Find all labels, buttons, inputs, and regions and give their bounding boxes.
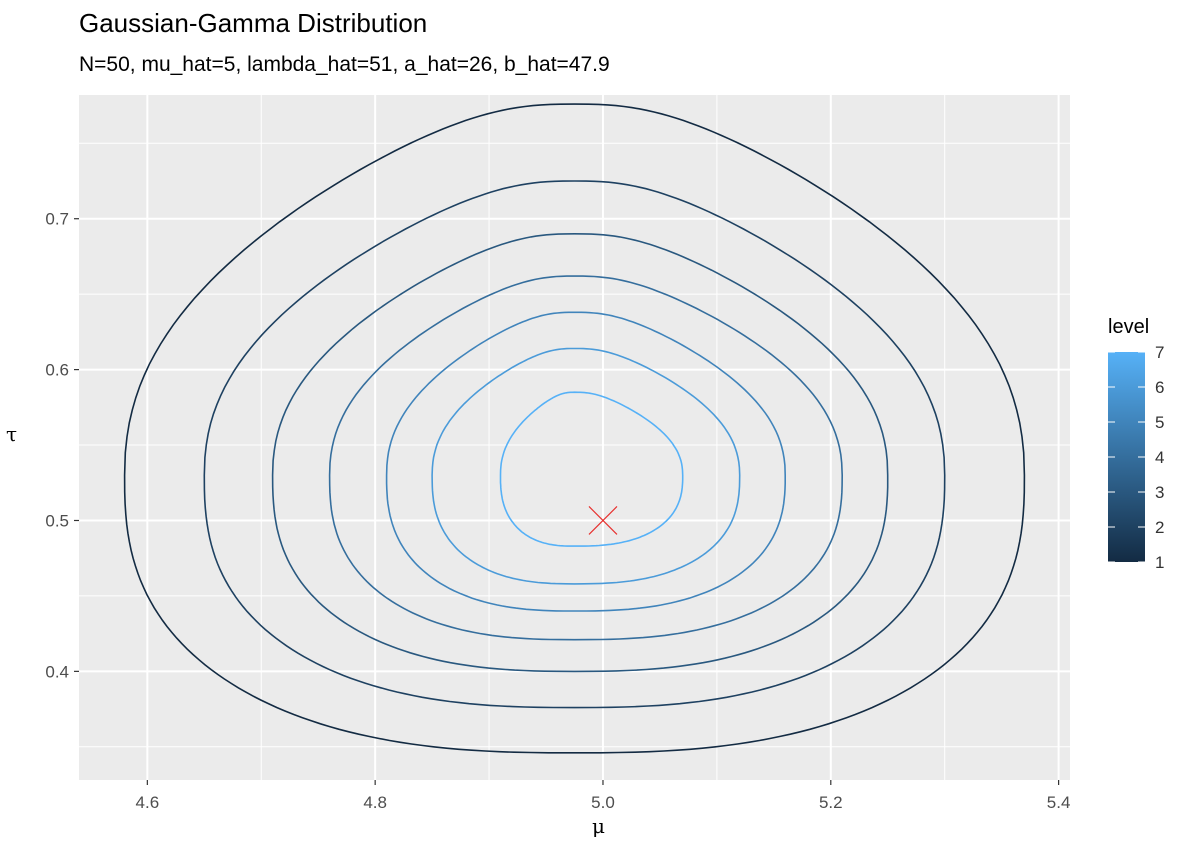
y-axis: 0.4 0.5 0.6 0.7 [45, 210, 79, 681]
contour-level-5 [385, 311, 786, 612]
x-tick-label: 4.6 [136, 793, 160, 812]
legend-label: 5 [1155, 413, 1164, 432]
plot-panel [79, 95, 1070, 780]
grid-major [79, 95, 1070, 780]
grid-minor [79, 95, 1070, 780]
contour-lines [123, 103, 1026, 754]
y-axis-title: τ [6, 422, 18, 446]
contour-level-6 [431, 347, 741, 585]
y-tick-label: 0.5 [45, 511, 69, 530]
legend-colorbar: 7 6 5 4 3 2 1 [1108, 343, 1164, 572]
mode-marker [588, 506, 618, 535]
legend-title: level [1108, 316, 1150, 338]
x-tick-label: 5.4 [1047, 793, 1071, 812]
x-tick-label: 4.8 [363, 793, 387, 812]
x-tick-label: 5.0 [591, 793, 615, 812]
x-axis-title: μ [592, 814, 605, 838]
chart-title: Gaussian-Gamma Distribution [79, 8, 428, 38]
y-tick-label: 0.6 [45, 361, 69, 380]
contour-level-4 [328, 275, 844, 641]
y-tick-label: 0.7 [45, 210, 69, 229]
marker-stroke-b [588, 506, 618, 535]
legend-label: 7 [1155, 343, 1164, 362]
legend-label: 1 [1155, 553, 1164, 572]
legend-label: 6 [1155, 378, 1164, 397]
legend-label: 3 [1155, 483, 1164, 502]
contour-level-1 [123, 103, 1026, 754]
x-axis: 4.6 4.8 5.0 5.2 5.4 [136, 780, 1071, 812]
y-tick-label: 0.4 [45, 662, 69, 681]
legend-label: 2 [1155, 518, 1164, 537]
contour-level-7 [499, 391, 684, 547]
legend-label: 4 [1155, 448, 1164, 467]
contour-level-2 [203, 180, 946, 709]
contour-level-3 [271, 232, 889, 673]
chart-subtitle: N=50, mu_hat=5, lambda_hat=51, a_hat=26,… [79, 53, 610, 76]
x-tick-label: 5.2 [819, 793, 843, 812]
